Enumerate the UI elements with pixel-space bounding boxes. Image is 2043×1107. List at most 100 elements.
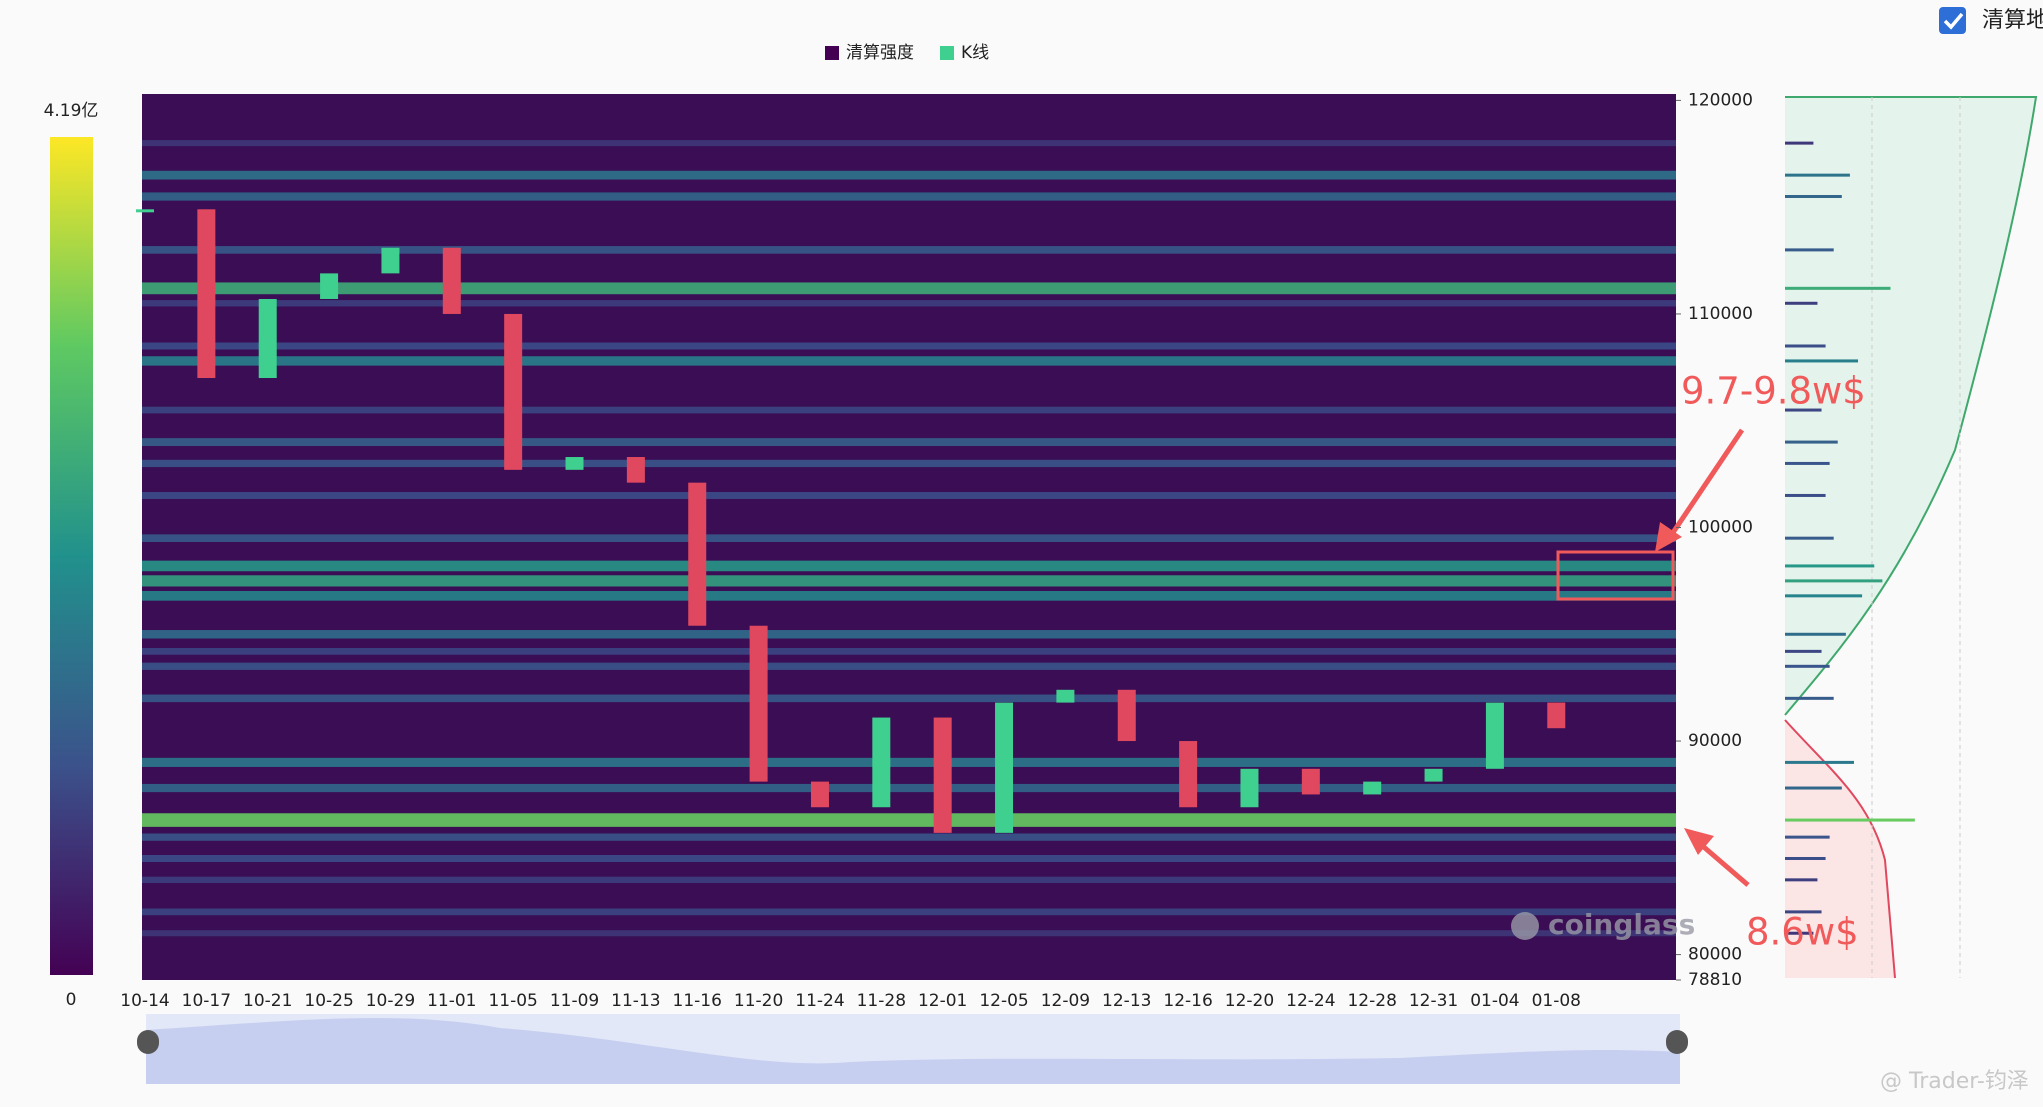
profile-bar — [1785, 493, 1826, 497]
x-tick-label: 12-24 — [1286, 991, 1335, 1011]
profile-bar — [1785, 564, 1875, 568]
watermark-logo — [1511, 912, 1539, 940]
x-tick-label: 10-14 — [120, 991, 169, 1011]
heatmap-band — [142, 246, 1676, 254]
x-tick-label: 11-28 — [857, 991, 906, 1011]
heatmap-band — [142, 662, 1676, 670]
heatmap-band — [142, 282, 1676, 295]
lower-profile-area — [1785, 720, 1895, 978]
heatmap-band — [142, 406, 1676, 414]
candle — [1240, 768, 1259, 808]
profile-bar — [1785, 536, 1834, 540]
heatmap-band — [142, 590, 1676, 601]
slider-handle[interactable] — [1666, 1030, 1688, 1054]
candle — [381, 247, 400, 274]
candle — [872, 717, 891, 808]
heatmap-band — [142, 438, 1676, 447]
candle — [1485, 702, 1504, 769]
legend-label[interactable]: 清算强度 — [846, 43, 914, 63]
candle — [749, 625, 768, 782]
profile-bar — [1785, 835, 1830, 839]
candle — [1301, 768, 1320, 795]
profile-bar — [1785, 301, 1818, 305]
heatmap-band — [142, 560, 1676, 572]
heatmap-band — [142, 192, 1676, 201]
upper-profile-line — [1784, 96, 2038, 716]
annotation: 8.6w$ — [1746, 911, 1859, 954]
profile-bar — [1785, 141, 1814, 145]
candle — [933, 717, 952, 833]
candle — [504, 313, 523, 470]
profile-bar — [1785, 878, 1818, 882]
heatmap-band — [142, 140, 1676, 147]
candle — [688, 482, 707, 626]
x-tick-label: 11-16 — [673, 991, 722, 1011]
candle — [1547, 702, 1566, 729]
heatmap-band — [142, 757, 1676, 767]
profile-bar — [1785, 910, 1822, 914]
profile-bar — [1785, 579, 1883, 583]
x-tick-label: 12-01 — [918, 991, 967, 1011]
y-tick-label: 80000 — [1688, 945, 1742, 965]
candle — [995, 702, 1014, 833]
candle — [1179, 741, 1198, 808]
x-tick-label: 12-09 — [1041, 991, 1090, 1011]
x-tick-label: 11-01 — [427, 991, 476, 1011]
arrow — [1696, 840, 1750, 887]
y-tick-label: 100000 — [1688, 517, 1753, 537]
profile-bar — [1785, 818, 1915, 822]
highlight-box — [1556, 550, 1675, 601]
profile-bar — [1785, 760, 1854, 764]
x-tick-label: 01-04 — [1470, 991, 1519, 1011]
profile-bar — [1785, 359, 1859, 363]
toggle-checkbox[interactable] — [1939, 7, 1966, 34]
heatmap-band — [142, 491, 1676, 499]
colorbar-tick-label: 0 — [66, 990, 77, 1010]
legend-swatch — [940, 46, 954, 60]
heatmap-band — [142, 630, 1676, 639]
check-icon — [1943, 12, 1964, 30]
profile-bar — [1785, 786, 1842, 790]
heatmap-band — [142, 783, 1676, 793]
colorbar-tick-label: 4.19亿 — [44, 101, 99, 121]
annotation: 9.7-9.8w$ — [1681, 370, 1866, 413]
x-tick-label: 12-28 — [1347, 991, 1396, 1011]
toggle-label[interactable]: 清算地 — [1982, 8, 2043, 33]
x-tick-label: 12-20 — [1225, 991, 1274, 1011]
profile-bar — [1785, 649, 1822, 653]
arrow-head — [1684, 828, 1714, 855]
candle — [810, 781, 829, 808]
slider-handle[interactable] — [137, 1030, 159, 1054]
profile-bar — [1785, 664, 1830, 668]
heatmap-band — [142, 534, 1676, 542]
x-tick-label: 11-05 — [488, 991, 537, 1011]
candle — [136, 209, 154, 213]
heatmap-band — [142, 342, 1676, 350]
watermark: coinglass — [1548, 908, 1695, 941]
profile-bar — [1785, 408, 1822, 412]
heatmap-band — [142, 854, 1676, 862]
x-tick-label: 12-13 — [1102, 991, 1151, 1011]
x-tick-label: 10-25 — [304, 991, 353, 1011]
upper-profile-area — [1785, 97, 2036, 715]
profile-bar — [1785, 931, 1814, 935]
x-tick-label: 10-21 — [243, 991, 292, 1011]
candle — [626, 457, 645, 483]
heatmap-band — [142, 356, 1676, 366]
profile-bar — [1785, 461, 1830, 465]
arrow-head — [1655, 522, 1682, 552]
heatmap-band — [142, 170, 1676, 180]
heatmap-band — [142, 648, 1676, 655]
legend-label[interactable]: K线 — [961, 43, 989, 63]
x-tick-label: 12-05 — [979, 991, 1028, 1011]
y-tick-label: 90000 — [1688, 731, 1742, 751]
x-tick-label: 12-16 — [1163, 991, 1212, 1011]
profile-bar — [1785, 173, 1850, 177]
x-tick-label: 11-09 — [550, 991, 599, 1011]
heatmap-band — [142, 930, 1676, 937]
heatmap-band — [142, 833, 1676, 841]
slider-preview — [146, 1018, 1680, 1084]
legend-swatch — [825, 46, 839, 60]
heatmap-band — [142, 575, 1676, 587]
